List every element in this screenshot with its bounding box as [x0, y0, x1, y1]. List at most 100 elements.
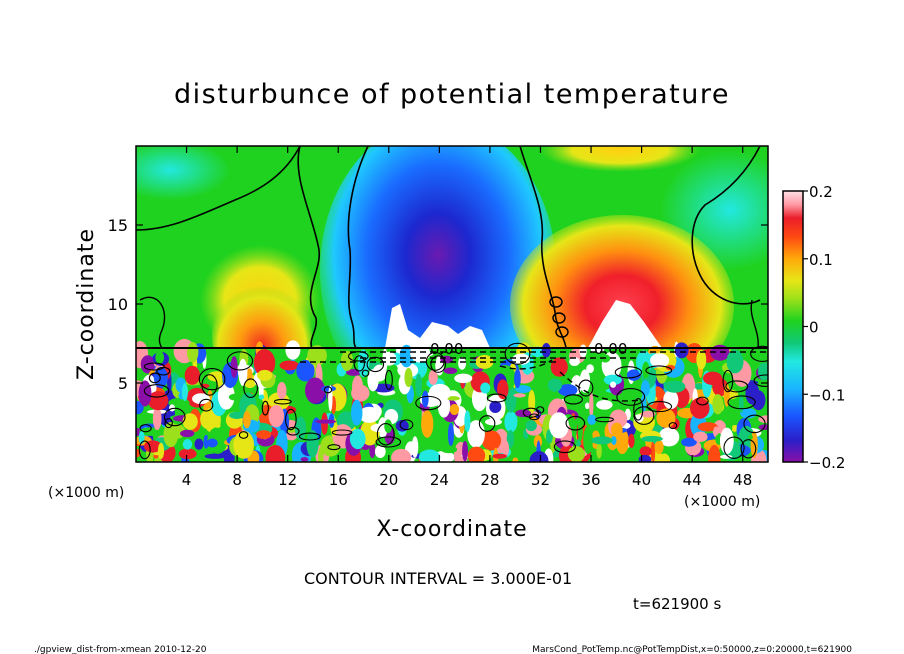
noise-blob — [609, 409, 628, 429]
noise-contour — [646, 400, 673, 413]
minimum-region — [320, 146, 556, 348]
noise-blob — [512, 353, 530, 365]
noise-blob — [505, 385, 517, 413]
noise-blob — [440, 445, 458, 454]
noise-blob — [697, 422, 718, 432]
noise-blob — [731, 424, 739, 432]
x-axis-label: X-coordinate — [376, 517, 527, 542]
noise-contour — [285, 408, 297, 431]
noise-contour — [366, 356, 385, 373]
noise-blob — [550, 357, 568, 377]
noise-blob — [514, 368, 521, 389]
noise-blob — [186, 342, 199, 363]
noise-blob — [493, 447, 499, 462]
noise-blob — [464, 410, 471, 432]
cyan-region-left — [136, 146, 230, 200]
colorbar-ticks: 0.2 0.1 0 −0.1 −0.2 — [803, 183, 845, 472]
noise-blob — [152, 406, 162, 431]
x-axis: 4 8 12 16 20 24 28 32 36 40 44 48 — [182, 146, 752, 489]
noise-blob — [504, 411, 518, 433]
noise-blob — [391, 448, 412, 462]
noise-blob — [351, 399, 363, 426]
noise-contour — [198, 368, 226, 391]
noise-blob — [640, 410, 656, 418]
white-peak-right — [588, 300, 662, 348]
noise-blob — [428, 383, 451, 402]
noise-blob — [708, 444, 721, 462]
x-tick-label-6: 28 — [480, 471, 499, 489]
footer-left: ./gpview_dist-from-xmean 2010-12-20 — [34, 645, 207, 654]
noise-blob — [256, 430, 272, 440]
noise-blob — [481, 430, 502, 451]
noise-blob — [294, 416, 307, 441]
noise-blob — [557, 384, 578, 397]
noise-contour — [298, 432, 321, 441]
noise-blob — [315, 419, 337, 424]
y-axis-label: Z-coordinate — [74, 228, 99, 380]
noise-blob — [665, 364, 676, 371]
noise-blob — [349, 428, 366, 450]
x-tick-label-4: 20 — [379, 471, 398, 489]
noise-blob — [449, 404, 460, 415]
yellow-region-top — [540, 146, 700, 172]
noise-blob — [641, 435, 663, 442]
contour-interval-text: CONTOUR INTERVAL = 3.000E-01 — [304, 569, 572, 588]
noise-blob — [253, 349, 276, 377]
zero-contour-upper-left — [136, 146, 301, 231]
noise-blob — [569, 356, 580, 367]
noise-blob — [300, 457, 309, 462]
contour-loop-2 — [552, 312, 566, 324]
noise-blob — [418, 449, 441, 462]
noise-blob — [139, 427, 162, 436]
noise-blob — [681, 437, 697, 447]
noise-blob — [217, 382, 235, 410]
noise-blob — [596, 442, 602, 459]
noise-blob — [207, 371, 226, 382]
colorbar-tick-label-0: 0.2 — [809, 183, 833, 201]
noise-contour — [616, 388, 646, 406]
x-tick-label-10: 44 — [683, 471, 702, 489]
noise-blob — [758, 424, 768, 430]
noise-blob — [229, 411, 245, 419]
colorbar — [782, 190, 804, 463]
noise-contour — [148, 372, 161, 384]
noise-blob — [265, 444, 286, 462]
noise-contour — [286, 426, 300, 436]
x-tick-label-2: 12 — [278, 471, 297, 489]
noise-blob — [748, 434, 753, 440]
noise-contour — [528, 413, 540, 421]
noise-contour — [361, 369, 370, 377]
noise-contour — [486, 393, 507, 403]
noise-blob — [304, 377, 326, 404]
noise-contour — [143, 384, 170, 398]
noise-contour — [578, 379, 594, 397]
noise-blob — [530, 346, 545, 358]
noise-blob — [340, 350, 354, 371]
colorbar-tick-label-4: −0.2 — [809, 454, 845, 472]
noise-blob — [318, 446, 324, 462]
noise-blob — [447, 422, 454, 447]
noise-blob — [279, 360, 299, 371]
noise-contour — [138, 440, 151, 460]
noise-contour — [331, 429, 353, 436]
noise-blob — [454, 373, 473, 384]
noise-blob — [611, 435, 617, 445]
noise-blob — [674, 342, 689, 359]
noise-blob — [696, 349, 707, 370]
noise-contour — [750, 345, 768, 362]
noise-blob — [639, 446, 652, 457]
noise-blob — [610, 381, 617, 388]
noise-blob — [480, 382, 491, 394]
noise-blob — [184, 365, 200, 385]
noise-blob — [157, 442, 165, 459]
noise-blob — [228, 393, 243, 401]
noise-blob — [586, 364, 594, 374]
zero-contour-left — [297, 146, 321, 348]
noise-contour — [668, 422, 678, 430]
noise-blob — [467, 446, 486, 462]
x-tick-label-0: 4 — [182, 471, 192, 489]
x-tick-label-9: 40 — [632, 471, 651, 489]
noise-blob — [458, 357, 467, 370]
noise-blob — [192, 393, 210, 405]
